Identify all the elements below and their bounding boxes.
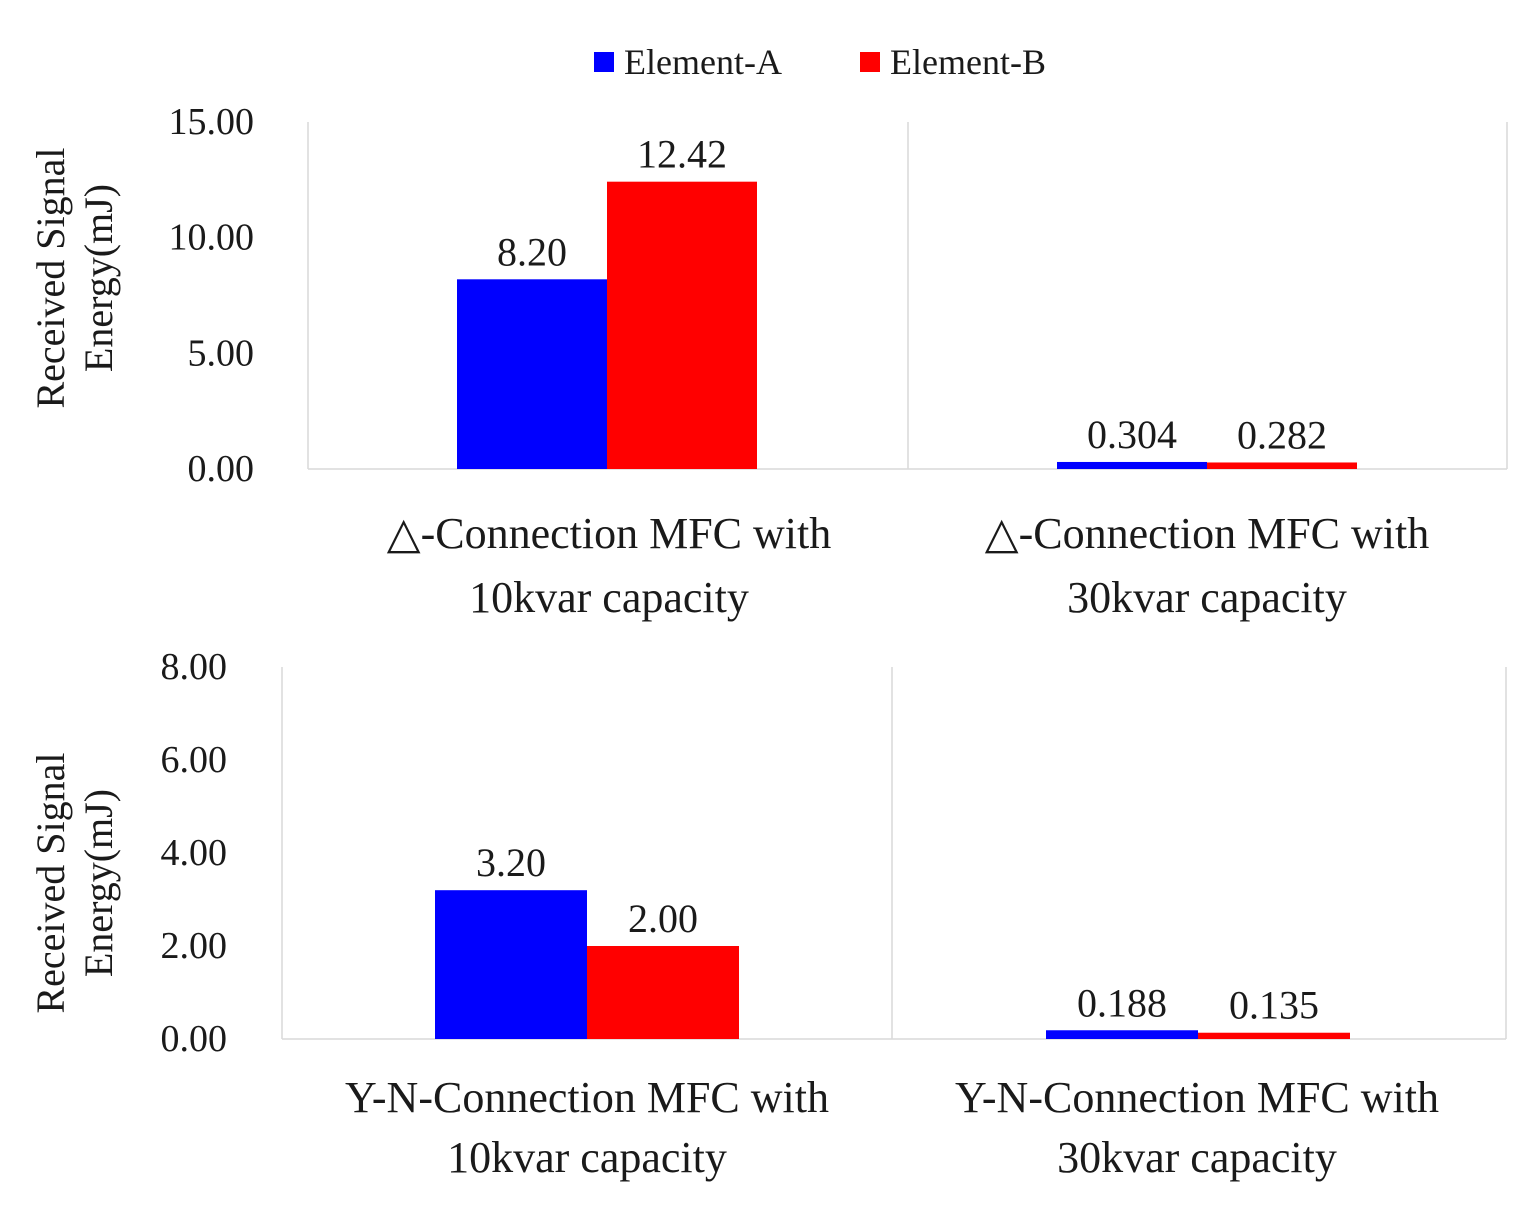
bar-element-a	[457, 279, 607, 469]
y-tick-label: 2.00	[161, 925, 228, 967]
data-label: 0.188	[1077, 980, 1167, 1025]
bar-element-a	[435, 890, 587, 1039]
bar-element-b	[607, 181, 757, 469]
chart-panel-delta: 0.00 5.00 10.00 15.00 Received Signal Energy(…	[28, 101, 1508, 622]
y-tick-label: 0.00	[161, 1018, 228, 1060]
x-category-label: 10kvar capacity	[469, 573, 749, 622]
legend: Element-A Element-B	[594, 42, 1046, 82]
bar-element-b	[1198, 1032, 1350, 1039]
y-tick-label: 5.00	[188, 332, 255, 374]
legend-swatch-element-b	[860, 52, 880, 72]
bar-element-a	[1046, 1030, 1198, 1039]
bar-element-b	[587, 946, 739, 1039]
data-label: 8.20	[497, 229, 567, 274]
x-category-label: △-Connection MFC with	[985, 509, 1430, 558]
legend-label-element-a: Element-A	[624, 42, 782, 82]
x-category-label: Y-N-Connection MFC with	[955, 1073, 1439, 1122]
y-axis-label-line: Received Signal	[28, 147, 73, 408]
chart-panel-yn: 0.00 2.00 4.00 6.00 8.00 Received Signal Energ…	[28, 646, 1507, 1182]
data-label: 2.00	[628, 896, 698, 941]
bar-element-a	[1057, 461, 1207, 469]
bar-element-b	[1207, 462, 1357, 469]
y-tick-label: 0.00	[188, 448, 255, 490]
data-label: 0.135	[1229, 983, 1319, 1028]
y-axis-label-line: Energy(mJ)	[76, 184, 121, 372]
data-label: 0.282	[1237, 412, 1327, 457]
y-tick-label: 8.00	[161, 646, 228, 688]
y-tick-label: 15.00	[169, 101, 255, 143]
data-label: 12.42	[637, 132, 727, 177]
y-tick-label: 4.00	[161, 832, 228, 874]
y-axis-label-line: Energy(mJ)	[76, 789, 121, 977]
x-category-label: 30kvar capacity	[1067, 573, 1347, 622]
x-category-label: Y-N-Connection MFC with	[345, 1073, 829, 1122]
x-category-label: 30kvar capacity	[1057, 1133, 1337, 1182]
data-label: 3.20	[476, 840, 546, 885]
legend-label-element-b: Element-B	[890, 42, 1046, 82]
y-axis-label-line: Received Signal	[28, 752, 73, 1013]
legend-swatch-element-a	[594, 52, 614, 72]
x-category-label: △-Connection MFC with	[387, 509, 832, 558]
y-tick-label: 10.00	[169, 217, 255, 259]
data-label: 0.304	[1087, 412, 1177, 457]
y-tick-label: 6.00	[161, 739, 228, 781]
x-category-label: 10kvar capacity	[447, 1133, 727, 1182]
